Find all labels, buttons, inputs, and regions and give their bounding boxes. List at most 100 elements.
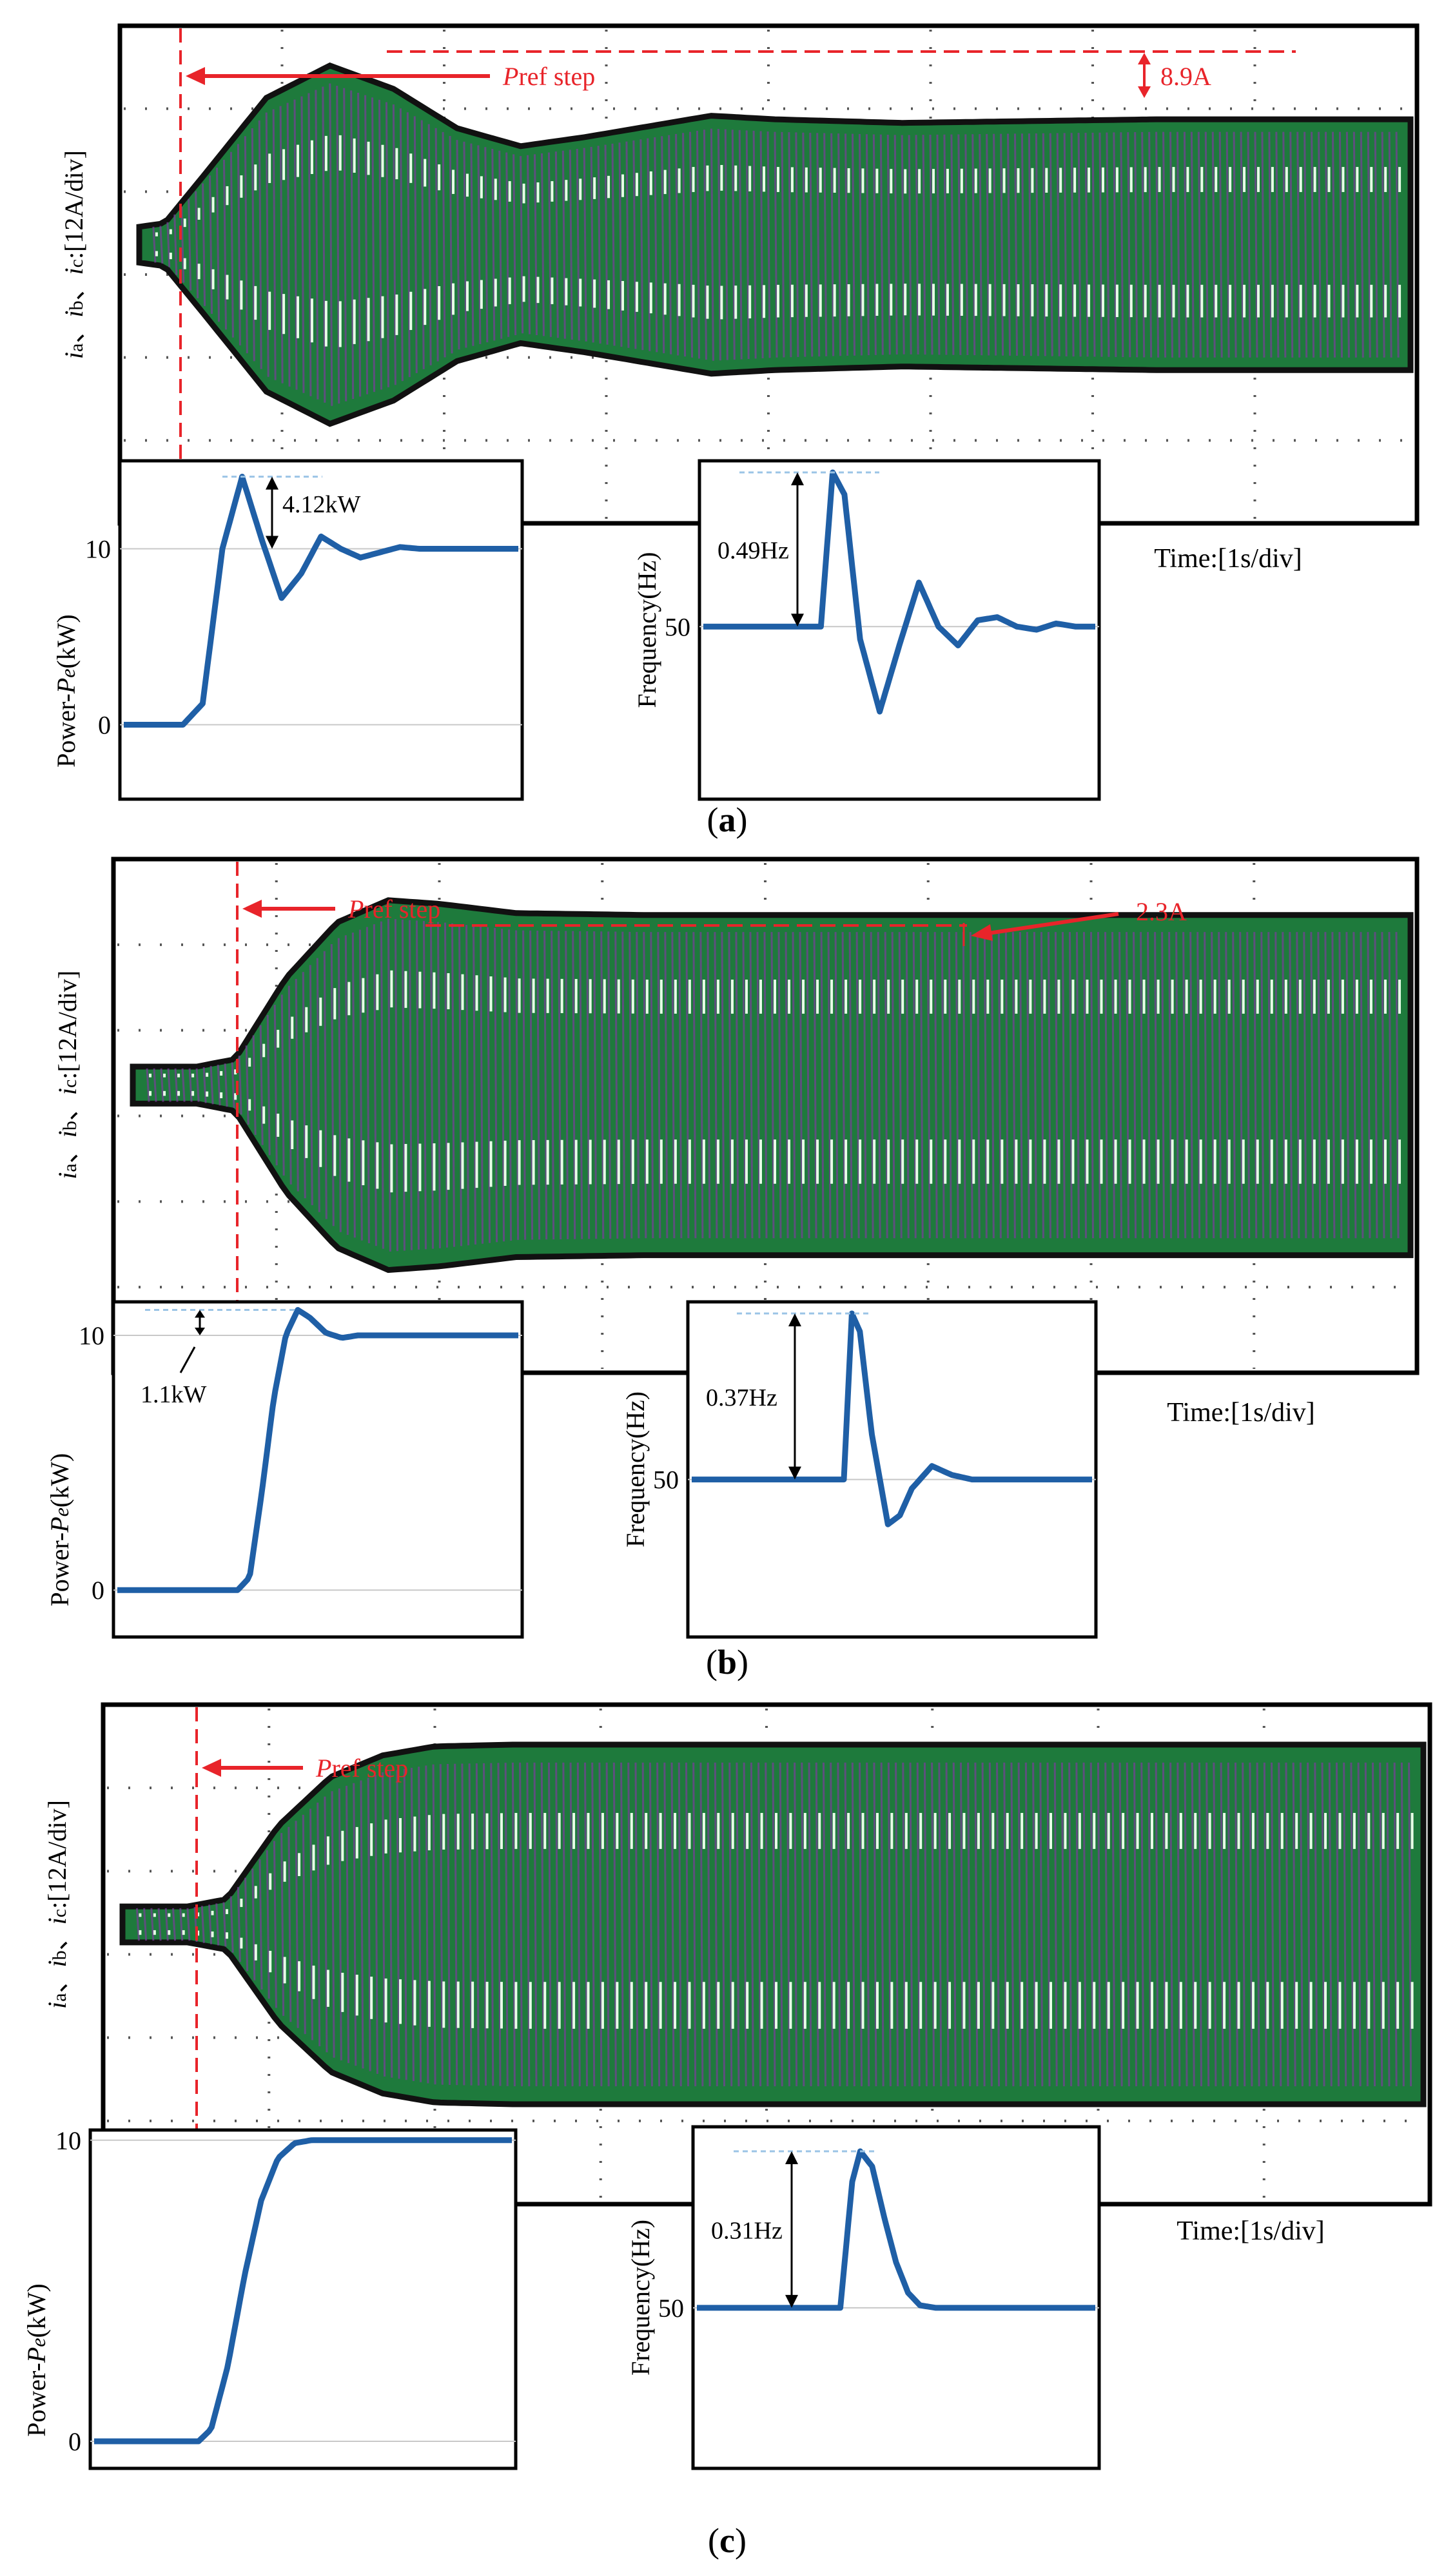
- current-waveform-streak: [1343, 1762, 1347, 2087]
- current-waveform-streak: [728, 1762, 733, 2087]
- current-waveform-streak: [454, 1763, 458, 2086]
- current-waveform-streak: [1033, 932, 1037, 1239]
- current-waveform-streak: [682, 133, 687, 357]
- current-waveform-streak: [1060, 1762, 1065, 2087]
- current-waveform-streak: [1024, 1762, 1029, 2087]
- current-waveform-streak: [788, 132, 792, 358]
- current-waveform-streak: [1040, 932, 1044, 1239]
- current-waveform-streak: [1285, 1762, 1289, 2087]
- current-waveform-streak: [461, 1763, 465, 2086]
- current-waveform-streak: [919, 932, 924, 1239]
- current-waveform-streak: [611, 143, 616, 346]
- current-waveform-streak: [1176, 131, 1180, 358]
- current-waveform-streak: [621, 931, 626, 1239]
- current-waveform-streak: [590, 146, 594, 343]
- current-waveform-streak: [1091, 132, 1096, 357]
- current-waveform-streak: [1120, 132, 1124, 358]
- current-waveform-streak: [309, 965, 313, 1206]
- current-ylabel-part: a: [59, 1163, 81, 1172]
- frequency-plot-frame: [691, 2125, 1101, 2470]
- current-waveform-streak: [259, 1859, 263, 1990]
- current-waveform-streak: [1089, 1762, 1094, 2087]
- current-waveform-streak: [265, 112, 269, 377]
- frequency-curve: [702, 469, 1097, 715]
- current-waveform-streak: [1118, 932, 1123, 1239]
- current-waveform-streak: [627, 1762, 632, 2087]
- current-waveform-streak: [873, 1762, 877, 2087]
- current-waveform-streak: [174, 1068, 179, 1102]
- current-waveform-streak: [908, 135, 912, 354]
- current-waveform-streak: [852, 133, 856, 356]
- current-waveform-streak: [491, 148, 496, 341]
- current-waveform-streak: [742, 932, 747, 1239]
- current-waveform-streak: [449, 135, 453, 354]
- current-waveform-streak: [1261, 131, 1265, 358]
- current-waveform-streak: [293, 99, 298, 390]
- current-waveform-streak: [244, 136, 248, 354]
- current-waveform-streak: [1303, 932, 1307, 1239]
- power-ylabel-sub: e: [56, 669, 79, 678]
- current-waveform-streak: [360, 1780, 364, 2069]
- current-waveform-streak: [1317, 932, 1322, 1239]
- current-waveform-streak: [1360, 932, 1364, 1239]
- current-waveform-streak: [948, 932, 952, 1239]
- current-waveform-streak: [1352, 131, 1357, 358]
- current-waveform-streak: [745, 130, 750, 360]
- power-ytick-10: 10: [55, 2126, 81, 2155]
- current-waveform-streak: [387, 918, 391, 1252]
- current-waveform-streak: [534, 154, 538, 336]
- current-waveform-streak: [259, 1025, 264, 1145]
- current-waveform-streak: [1068, 932, 1073, 1239]
- current-waveform-streak: [915, 135, 919, 355]
- current-ylabel-part: 、: [43, 1968, 72, 1993]
- current-waveform-streak: [188, 1068, 193, 1102]
- current-waveform-streak: [210, 1065, 214, 1105]
- current-waveform-streak: [317, 1803, 321, 2046]
- frequency-curve: [690, 1310, 1093, 1527]
- current-waveform-streak: [540, 153, 545, 336]
- current-waveform-streak: [724, 129, 728, 360]
- current-waveform-streak: [1111, 932, 1116, 1239]
- current-ylabel-part: i: [59, 267, 88, 275]
- current-waveform-streak: [470, 143, 474, 346]
- current-waveform-streak: [938, 1762, 942, 2087]
- current-waveform-streak: [1331, 932, 1336, 1239]
- current-waveform-streak: [721, 932, 725, 1239]
- current-waveform-streak: [1256, 1762, 1260, 2087]
- current-waveform-streak: [380, 921, 384, 1249]
- current-waveform-streak: [171, 1908, 176, 1941]
- frequency-curve: [696, 2148, 1097, 2311]
- current-waveform-streak: [1028, 133, 1032, 356]
- current-ylabel-part: c: [59, 1080, 81, 1088]
- current-waveform-streak: [1386, 1762, 1391, 2087]
- current-ylabel-part: i: [53, 1088, 82, 1095]
- current-waveform-streak: [786, 1762, 790, 2087]
- current-waveform-streak: [809, 132, 814, 357]
- current-waveform-streak: [389, 1771, 393, 2078]
- current-waveform-streak: [1218, 932, 1222, 1239]
- current-waveform-streak: [1242, 1762, 1246, 2087]
- current-waveform-streak: [877, 932, 881, 1239]
- current-waveform-streak: [501, 929, 505, 1242]
- current-ylabel-part: i: [43, 2002, 72, 2009]
- current-waveform-streak: [1118, 1762, 1123, 2087]
- current-waveform-streak: [209, 175, 213, 314]
- current-waveform-streak: [490, 1763, 494, 2086]
- current-ylabel-part: i: [59, 310, 88, 317]
- current-waveform-streak: [943, 134, 948, 355]
- pref-step-label-rest: ref step: [364, 895, 440, 924]
- current-waveform-streak: [1019, 932, 1023, 1239]
- current-waveform-streak: [195, 1068, 200, 1102]
- current-waveform-streak: [986, 133, 990, 356]
- current-waveform-streak: [316, 958, 320, 1212]
- power-ylabel-unit: (kW): [22, 2283, 51, 2338]
- current-waveform-streak: [872, 134, 877, 355]
- current-waveform-streak: [656, 1762, 661, 2087]
- frequency-ylabel: Frequency(Hz): [621, 1391, 650, 1547]
- current-waveform-streak: [338, 1788, 342, 2060]
- current-waveform-streak: [884, 932, 888, 1239]
- overshoot-pointer-head: [971, 924, 993, 941]
- current-waveform-streak: [1282, 131, 1287, 358]
- current-waveform-streak: [367, 1777, 371, 2071]
